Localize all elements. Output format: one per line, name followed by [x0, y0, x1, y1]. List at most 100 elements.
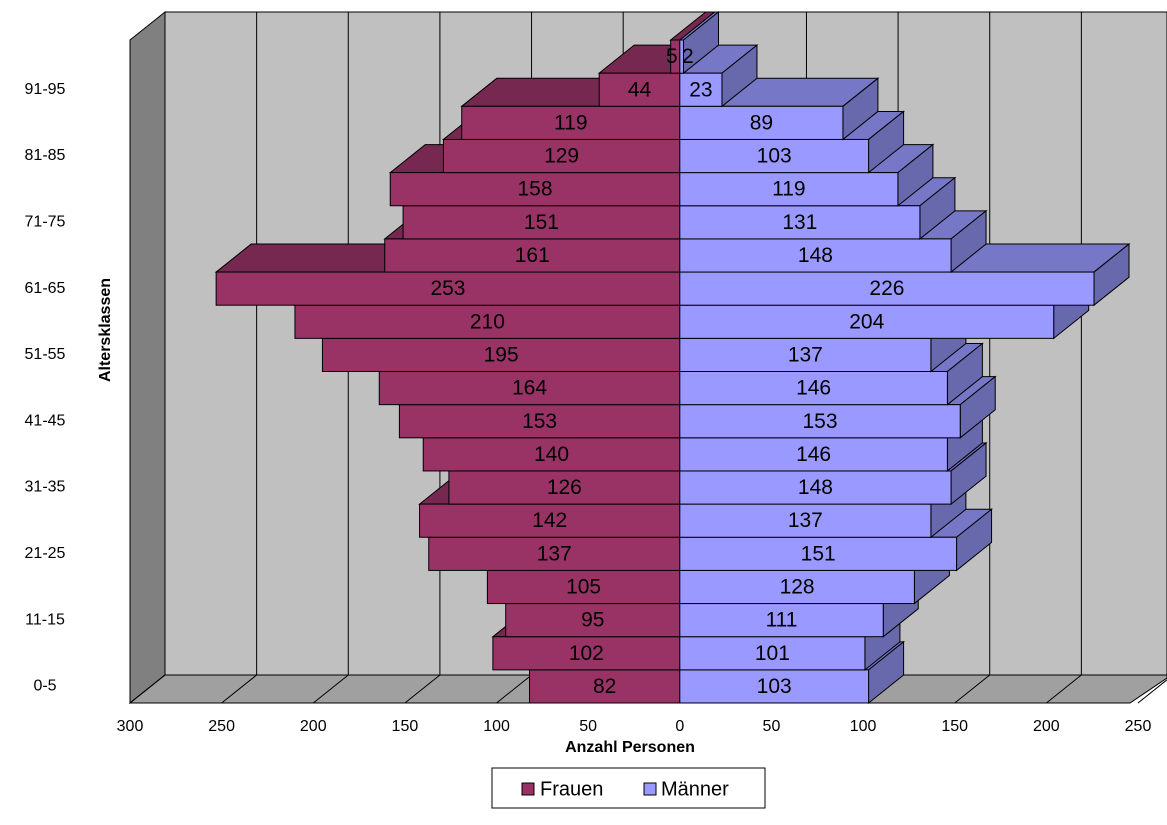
bar [505, 603, 681, 638]
value-label: 2 [682, 45, 694, 68]
value-label: 111 [766, 609, 798, 632]
grid-line [1046, 674, 1082, 704]
legend-label: Frauen [540, 778, 603, 800]
value-label: 151 [524, 211, 559, 234]
value-label: 253 [430, 277, 465, 300]
y-tick-label: 31-35 [25, 479, 66, 496]
x-axis-title: Anzahl Personen [565, 739, 695, 756]
y-tick-label: 91-95 [25, 81, 66, 98]
value-label: 164 [512, 377, 547, 400]
bars [214, 10, 1131, 705]
bar [679, 138, 870, 174]
bar [428, 536, 681, 571]
value-label: 126 [547, 476, 582, 499]
value-label: 146 [796, 377, 831, 400]
value-label: 158 [518, 178, 553, 201]
bar [598, 72, 681, 107]
grid-line [312, 674, 349, 704]
grid-line [496, 674, 532, 704]
legend-box [491, 767, 766, 809]
bar [402, 205, 681, 240]
legend-label: Männer [661, 778, 729, 800]
y-tick-label: 81-85 [25, 147, 66, 164]
value-label: 148 [798, 476, 833, 499]
bar [679, 636, 866, 671]
value-label: 151 [801, 542, 836, 565]
value-label: 148 [798, 244, 833, 267]
value-label: 5 [666, 45, 678, 68]
x-tick-label: 50 [763, 718, 781, 735]
y-tick-label: 11-15 [25, 611, 65, 628]
bar [679, 105, 844, 140]
x-tick-label: 300 [117, 718, 144, 735]
x-tick-label: 250 [208, 718, 235, 735]
bar [679, 503, 932, 538]
grid-line [404, 674, 441, 704]
grid-line [221, 674, 257, 704]
grid-line [129, 674, 166, 704]
value-label: 129 [544, 145, 579, 168]
value-label: 103 [757, 675, 792, 698]
x-tick-label: 250 [1125, 718, 1152, 735]
value-label: 137 [788, 343, 823, 366]
x-tick-label: 200 [300, 718, 327, 735]
value-label: 140 [534, 443, 569, 466]
bar [384, 238, 681, 273]
bar [492, 636, 681, 671]
value-label: 105 [566, 576, 601, 599]
x-tick-label: 150 [941, 718, 968, 735]
bar [679, 404, 961, 439]
bar [679, 536, 958, 571]
bar [294, 304, 681, 339]
value-label: 161 [515, 244, 550, 267]
value-label: 226 [869, 277, 904, 300]
x-tick-label: 0 [675, 718, 684, 735]
bar [378, 371, 681, 406]
value-label: 142 [532, 509, 567, 532]
grid-line [1137, 679, 1167, 704]
grid-line [954, 674, 991, 704]
value-label: 89 [750, 111, 773, 134]
bar [679, 569, 915, 605]
legend-swatch [521, 782, 535, 796]
value-label: 153 [802, 410, 837, 433]
x-tick-label: 100 [483, 718, 510, 735]
bar [679, 238, 952, 273]
side-wall [129, 10, 166, 705]
bar [679, 371, 948, 406]
x-tick-label: 100 [850, 718, 877, 735]
value-label: 103 [757, 145, 792, 168]
y-tick-label: 71-75 [25, 214, 66, 231]
value-label: 137 [537, 542, 572, 565]
bar [679, 72, 723, 107]
bar [679, 172, 899, 207]
bar [679, 39, 684, 74]
value-label: 195 [484, 343, 519, 366]
value-label: 101 [755, 642, 790, 665]
value-label: 131 [782, 211, 817, 234]
x-tick-label: 200 [1033, 718, 1060, 735]
bar [679, 271, 1095, 306]
value-label: 102 [569, 642, 604, 665]
y-tick-label: 51-55 [25, 346, 66, 363]
bar [679, 603, 884, 638]
value-label: 153 [522, 410, 557, 433]
y-tick-label: 21-25 [25, 545, 66, 562]
labels: 300 250 200 150 100 50 0 50 100 150 200 250 82 103 0-5… [25, 45, 1152, 735]
legend: Frauen Männer [491, 767, 766, 809]
bar [679, 669, 870, 704]
bar [442, 138, 681, 174]
value-label: 82 [593, 675, 616, 698]
bar [419, 503, 681, 538]
value-label: 119 [772, 178, 805, 201]
x-tick-label: 50 [579, 718, 597, 735]
y-tick-label: 0-5 [33, 678, 56, 695]
value-label: 23 [689, 78, 712, 101]
bar [461, 105, 681, 140]
value-label: 128 [780, 576, 815, 599]
value-label: 210 [470, 310, 505, 333]
value-label: 146 [796, 443, 831, 466]
legend-swatch [643, 782, 657, 796]
y-tick-label: 41-45 [25, 412, 66, 429]
